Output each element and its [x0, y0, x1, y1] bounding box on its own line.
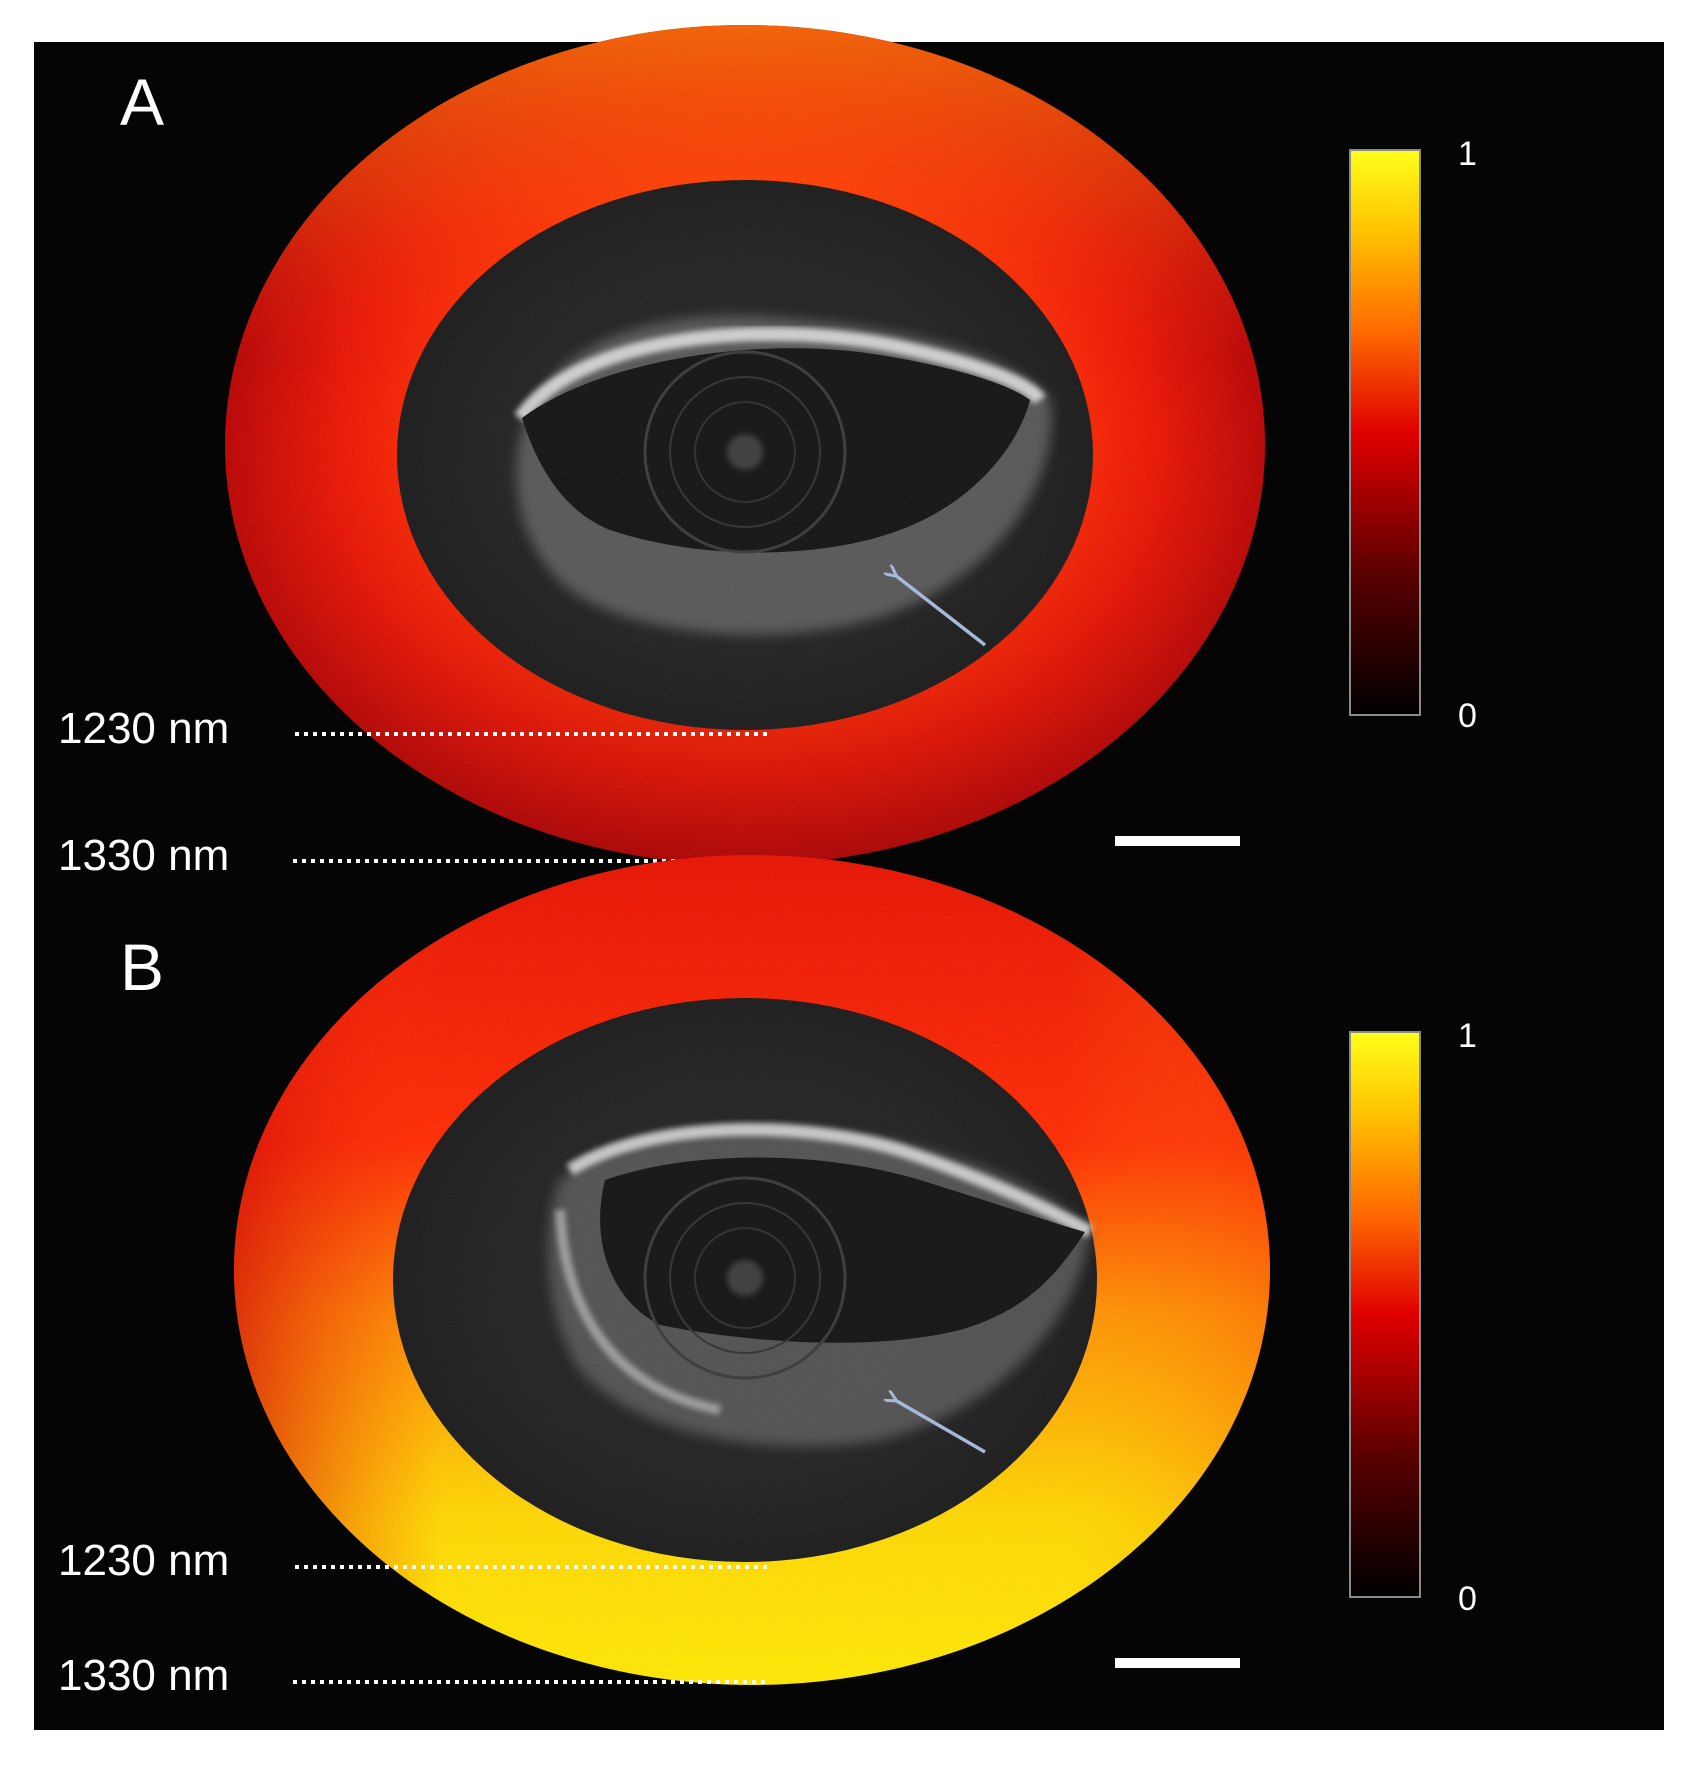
colorbar-a: 1 0: [1349, 135, 1477, 735]
colorbar-b-min: 0: [1458, 1580, 1477, 1618]
panel-letter-a: A: [120, 65, 164, 139]
wavelength-label-a-1230: 1230 nm: [58, 704, 770, 753]
svg-text:1230 nm: 1230 nm: [58, 1536, 229, 1585]
wavelength-label-b-1230: 1230 nm: [58, 1536, 770, 1585]
scalebar-b: [1115, 1658, 1240, 1668]
arrow-a: [895, 575, 987, 647]
svg-text:1230 nm: 1230 nm: [58, 704, 229, 753]
wavelength-label-b-1330: 1330 nm: [58, 1651, 770, 1700]
colorbar-b-max: 1: [1458, 1017, 1477, 1055]
oct-image-b: [393, 998, 1097, 1562]
panel-a: A 1230 nm 1330 nm 1 0: [58, 25, 1477, 880]
panel-letter-b: B: [120, 930, 164, 1004]
arrow-b: [895, 1400, 986, 1454]
colorbar-a-min: 0: [1458, 697, 1477, 735]
scalebar-a: [1115, 836, 1240, 846]
colorbar-b: 1 0: [1349, 1017, 1477, 1618]
oct-image-a: [397, 180, 1093, 730]
panel-b: B 1230 nm 1330 nm 1 0: [58, 855, 1477, 1700]
svg-text:1330 nm: 1330 nm: [58, 1651, 229, 1700]
colorbar-a-max: 1: [1458, 135, 1477, 173]
svg-text:1330 nm: 1330 nm: [58, 831, 229, 880]
